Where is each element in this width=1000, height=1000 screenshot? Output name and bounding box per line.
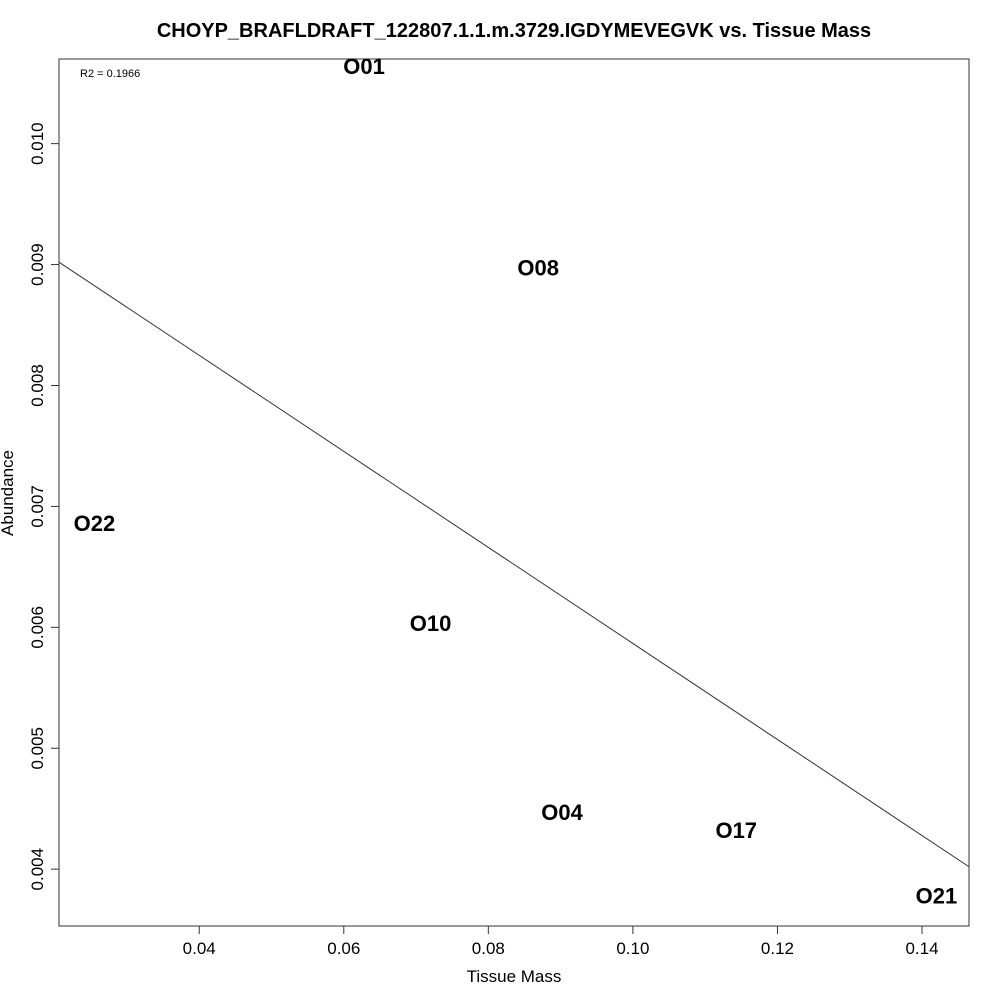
point-label-o17: O17 (715, 818, 757, 843)
y-tick-label: 0.010 (28, 122, 47, 165)
y-axis-label: Abundance (0, 450, 17, 536)
x-tick-label: 0.04 (183, 939, 216, 958)
x-tick-label: 0.10 (616, 939, 649, 958)
y-tick-label: 0.006 (28, 606, 47, 649)
x-axis: 0.04 0.06 0.08 0.10 0.12 0.14 (183, 926, 939, 958)
x-tick-label: 0.14 (905, 939, 938, 958)
x-tick-label: 0.08 (472, 939, 505, 958)
y-tick-label: 0.009 (28, 243, 47, 286)
point-label-o22: O22 (74, 511, 116, 536)
y-tick-label: 0.007 (28, 485, 47, 528)
chart-title: CHOYP_BRAFLDRAFT_122807.1.1.m.3729.IGDYM… (157, 20, 871, 42)
y-axis: 0.004 0.005 0.006 0.007 0.008 0.009 0.010 (28, 122, 59, 890)
y-tick-label: 0.008 (28, 364, 47, 407)
regression-line-group (58, 261, 970, 868)
plot-frame (58, 58, 970, 927)
x-tick-label: 0.06 (327, 939, 360, 958)
regression-line (58, 261, 970, 868)
r2-annotation: R2 = 0.1966 (80, 68, 140, 80)
point-label-o21: O21 (916, 883, 958, 908)
point-label-o08: O08 (517, 256, 559, 281)
point-label-o04: O04 (541, 800, 583, 825)
x-axis-label: Tissue Mass (467, 967, 562, 986)
point-label-o01: O01 (343, 54, 385, 79)
y-tick-label: 0.004 (28, 848, 47, 891)
point-labels: O01 O08 O22 O10 O04 O17 O21 (74, 54, 958, 909)
point-label-o10: O10 (410, 611, 452, 636)
x-tick-label: 0.12 (761, 939, 794, 958)
y-tick-label: 0.005 (28, 727, 47, 770)
